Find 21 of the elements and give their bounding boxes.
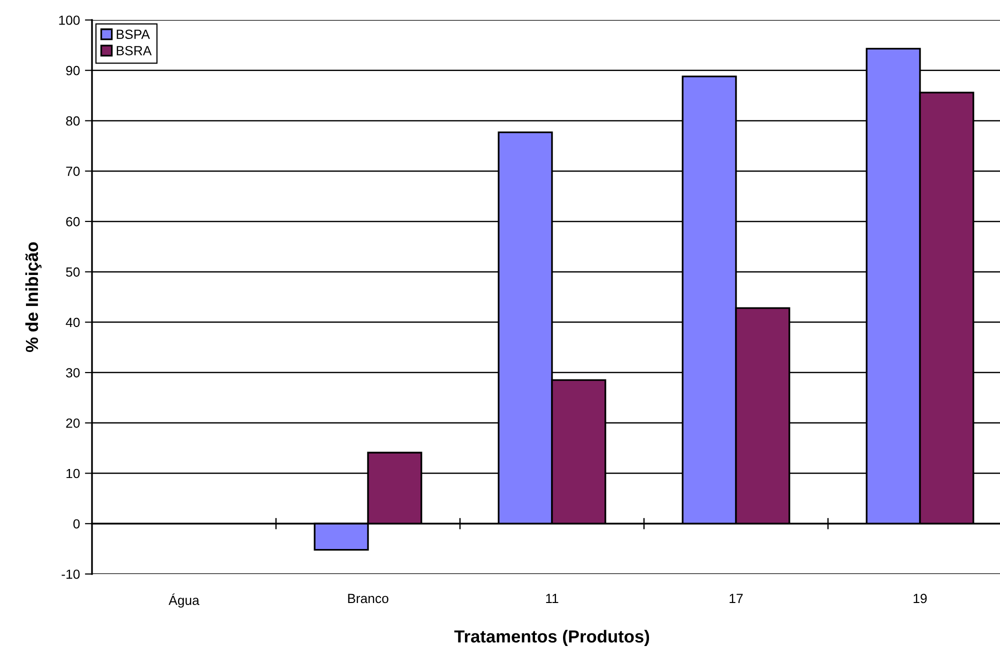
y-tick-label: 100 <box>59 16 80 25</box>
x-tick-label: Água <box>168 593 200 608</box>
x-tick-label: Branco <box>348 594 388 604</box>
legend-label: BSPA <box>116 30 150 39</box>
y-tick-label: 0 <box>73 519 80 529</box>
x-axis-title: Tratamentos (Produtos) <box>454 630 650 646</box>
y-tick-label: 20 <box>66 418 80 428</box>
y-tick-label: 90 <box>66 66 80 76</box>
x-tick-label: 17 <box>730 594 743 604</box>
y-tick-label: -10 <box>62 570 80 579</box>
y-tick-label: 30 <box>66 368 80 378</box>
y-tick-label: 50 <box>66 267 80 277</box>
y-tick-label: 70 <box>66 166 80 176</box>
y-tick-label: 80 <box>66 116 80 126</box>
x-tick-label: 19 <box>914 594 927 604</box>
y-tick-label: 40 <box>66 318 80 328</box>
y-tick-label: 10 <box>66 468 80 478</box>
y-tick-label: 60 <box>66 217 80 226</box>
x-tick-label: 11 <box>546 594 558 604</box>
legend-label: BSRA <box>116 46 152 56</box>
y-axis-title: % de Inibição <box>25 242 42 352</box>
